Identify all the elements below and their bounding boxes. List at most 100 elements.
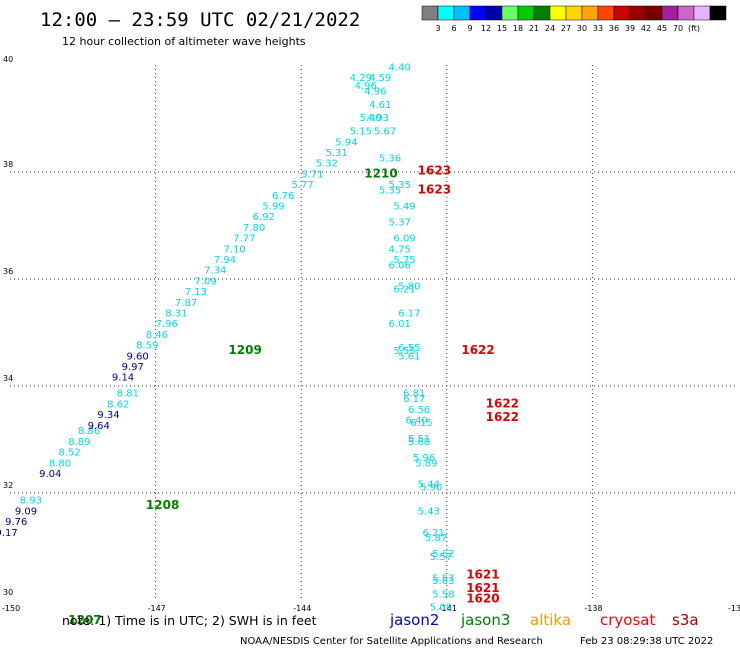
wave-height-value: 7.10 <box>224 244 246 255</box>
colorbar-swatch <box>693 5 711 21</box>
wave-height-value: 4.40 <box>389 62 411 73</box>
y-tick-label: 34 <box>3 374 13 383</box>
wave-height-value: 6.21 <box>393 284 415 295</box>
pass-time-label: 1621 <box>466 581 499 595</box>
wave-height-value: 7.09 <box>194 276 216 287</box>
colorbar-label: 18 <box>513 24 523 33</box>
wave-height-value: 6.17 <box>398 308 420 319</box>
wave-height-value: 5.96 <box>413 453 435 464</box>
satellite-legend: jason2 jason3 altika cryosat s3a <box>389 611 699 629</box>
wave-height-value: 8.80 <box>49 458 71 469</box>
colorbar-label: 12 <box>481 24 491 33</box>
colorbar-label: 39 <box>625 24 635 33</box>
wave-height-value: 7.96 <box>156 319 178 330</box>
wave-height-value: 7.34 <box>204 266 226 277</box>
wave-height-value: 8.81 <box>117 389 139 400</box>
wave-height-value: 6.15 <box>410 418 432 429</box>
wave-height-value: 5.09 <box>430 603 452 614</box>
wave-height-value: 5.90 <box>420 482 442 493</box>
wave-height-value: 5.99 <box>262 201 284 212</box>
wave-height-value: 7.77 <box>233 234 255 245</box>
pass-time-label: 1209 <box>228 343 261 357</box>
grid-lines <box>10 65 738 600</box>
wave-height-value: 9.34 <box>97 410 119 421</box>
colorbar-swatch <box>453 5 471 21</box>
wave-height-value: 5.43 <box>418 506 440 517</box>
pass-time-label: 1207 <box>68 613 101 627</box>
wave-height-value: 4.59 <box>369 73 391 84</box>
colorbar-swatch <box>485 5 503 21</box>
pass-time-label: 1623 <box>418 182 451 196</box>
wave-height-value: 5.51 <box>408 434 430 445</box>
colorbar-label: 36 <box>609 24 619 33</box>
y-tick-label: 40 <box>3 55 13 64</box>
colorbar-swatch <box>597 5 615 21</box>
wave-height-value: 7.80 <box>243 223 265 234</box>
colorbar-swatch <box>501 5 519 21</box>
colorbar-swatch <box>469 5 487 21</box>
wave-height-value: 5.61 <box>398 351 420 362</box>
colorbar-swatch <box>549 5 567 21</box>
wave-height-value: 5.44 <box>418 480 440 491</box>
wave-height-value: 5.35 <box>389 180 411 191</box>
colorbar-label: 42 <box>641 24 651 33</box>
pass-time-label: 1622 <box>486 410 519 424</box>
pass-time-label: 1620 <box>466 592 499 606</box>
wave-height-value: 9.04 <box>39 469 61 480</box>
colorbar-swatch <box>645 5 663 21</box>
wave-height-value: 9.60 <box>126 351 148 362</box>
colorbar-swatch <box>421 5 439 21</box>
wave-height-value: 6.56 <box>408 405 430 416</box>
wave-height-value: 6.01 <box>389 319 411 330</box>
wave-height-value: 5.71 <box>301 169 323 180</box>
colorbar-label: 33 <box>593 24 603 33</box>
pass-time-label: 1623 <box>418 164 451 178</box>
wave-height-value: 6.92 <box>253 212 275 223</box>
wave-height-value: 6.55 <box>398 343 420 354</box>
wave-height-value: 6.76 <box>272 191 294 202</box>
y-tick-label: 32 <box>3 481 13 490</box>
wave-height-value: 5.57 <box>430 552 452 563</box>
pass-time-label: 1210 <box>364 166 397 180</box>
wave-height-value: 4.29 <box>350 73 372 84</box>
wave-height-value: 6.21 <box>423 528 445 539</box>
y-tick-label: 30 <box>3 588 13 597</box>
wave-height-value: 7.87 <box>175 298 197 309</box>
wave-height-value: 9.09 <box>15 506 37 517</box>
wave-height-value: 9.97 <box>122 362 144 373</box>
x-tick-label: -144 <box>293 604 311 613</box>
wave-height-value: 5.40 <box>359 113 381 124</box>
wave-height-value: 5.35 <box>379 185 401 196</box>
colorbar-label: 3 <box>435 24 440 33</box>
colorbar-label: 30 <box>577 24 587 33</box>
colorbar-label: 24 <box>545 24 555 33</box>
wave-height-value: 5.63 <box>432 576 454 587</box>
wave-height-value: 8.86 <box>78 426 100 437</box>
wave-height-value: 9.76 <box>5 517 27 528</box>
wave-height-value: 8.89 <box>68 437 90 448</box>
wave-height-value: 5.80 <box>398 282 420 293</box>
x-tick-label: -150 <box>2 604 20 613</box>
wave-height-value: 4.61 <box>369 100 391 111</box>
wave-height-value: 4.93 <box>367 113 389 124</box>
footer-timestamp: Feb 23 08:29:38 UTC 2022 <box>580 636 713 647</box>
colorbar-label: 70 <box>673 24 683 33</box>
wave-height-value: 9.14 <box>112 373 134 384</box>
x-tick-label: -141 <box>439 604 457 613</box>
wave-height-value: 5.77 <box>291 180 313 191</box>
colorbar-swatch <box>629 5 647 21</box>
colorbar-swatch <box>533 5 551 21</box>
colorbar-swatch <box>517 5 535 21</box>
wave-height-value: 9.64 <box>88 421 110 432</box>
wave-height-value: 6.17 <box>403 394 425 405</box>
pass-time-label: 1622 <box>461 343 494 357</box>
wave-height-value: 5.31 <box>325 148 347 159</box>
wave-height-value: 4.96 <box>355 81 377 92</box>
wave-height-value: 5.62 <box>432 549 454 560</box>
satellite-legend-entry: jason2 <box>389 611 439 629</box>
satellite-legend-entry: s3a <box>672 611 699 629</box>
wave-height-value: 5.60 <box>408 437 430 448</box>
wave-height-value: 8.59 <box>136 341 158 352</box>
x-tick-label: -147 <box>148 604 166 613</box>
wave-height-value: 6.09 <box>393 234 415 245</box>
